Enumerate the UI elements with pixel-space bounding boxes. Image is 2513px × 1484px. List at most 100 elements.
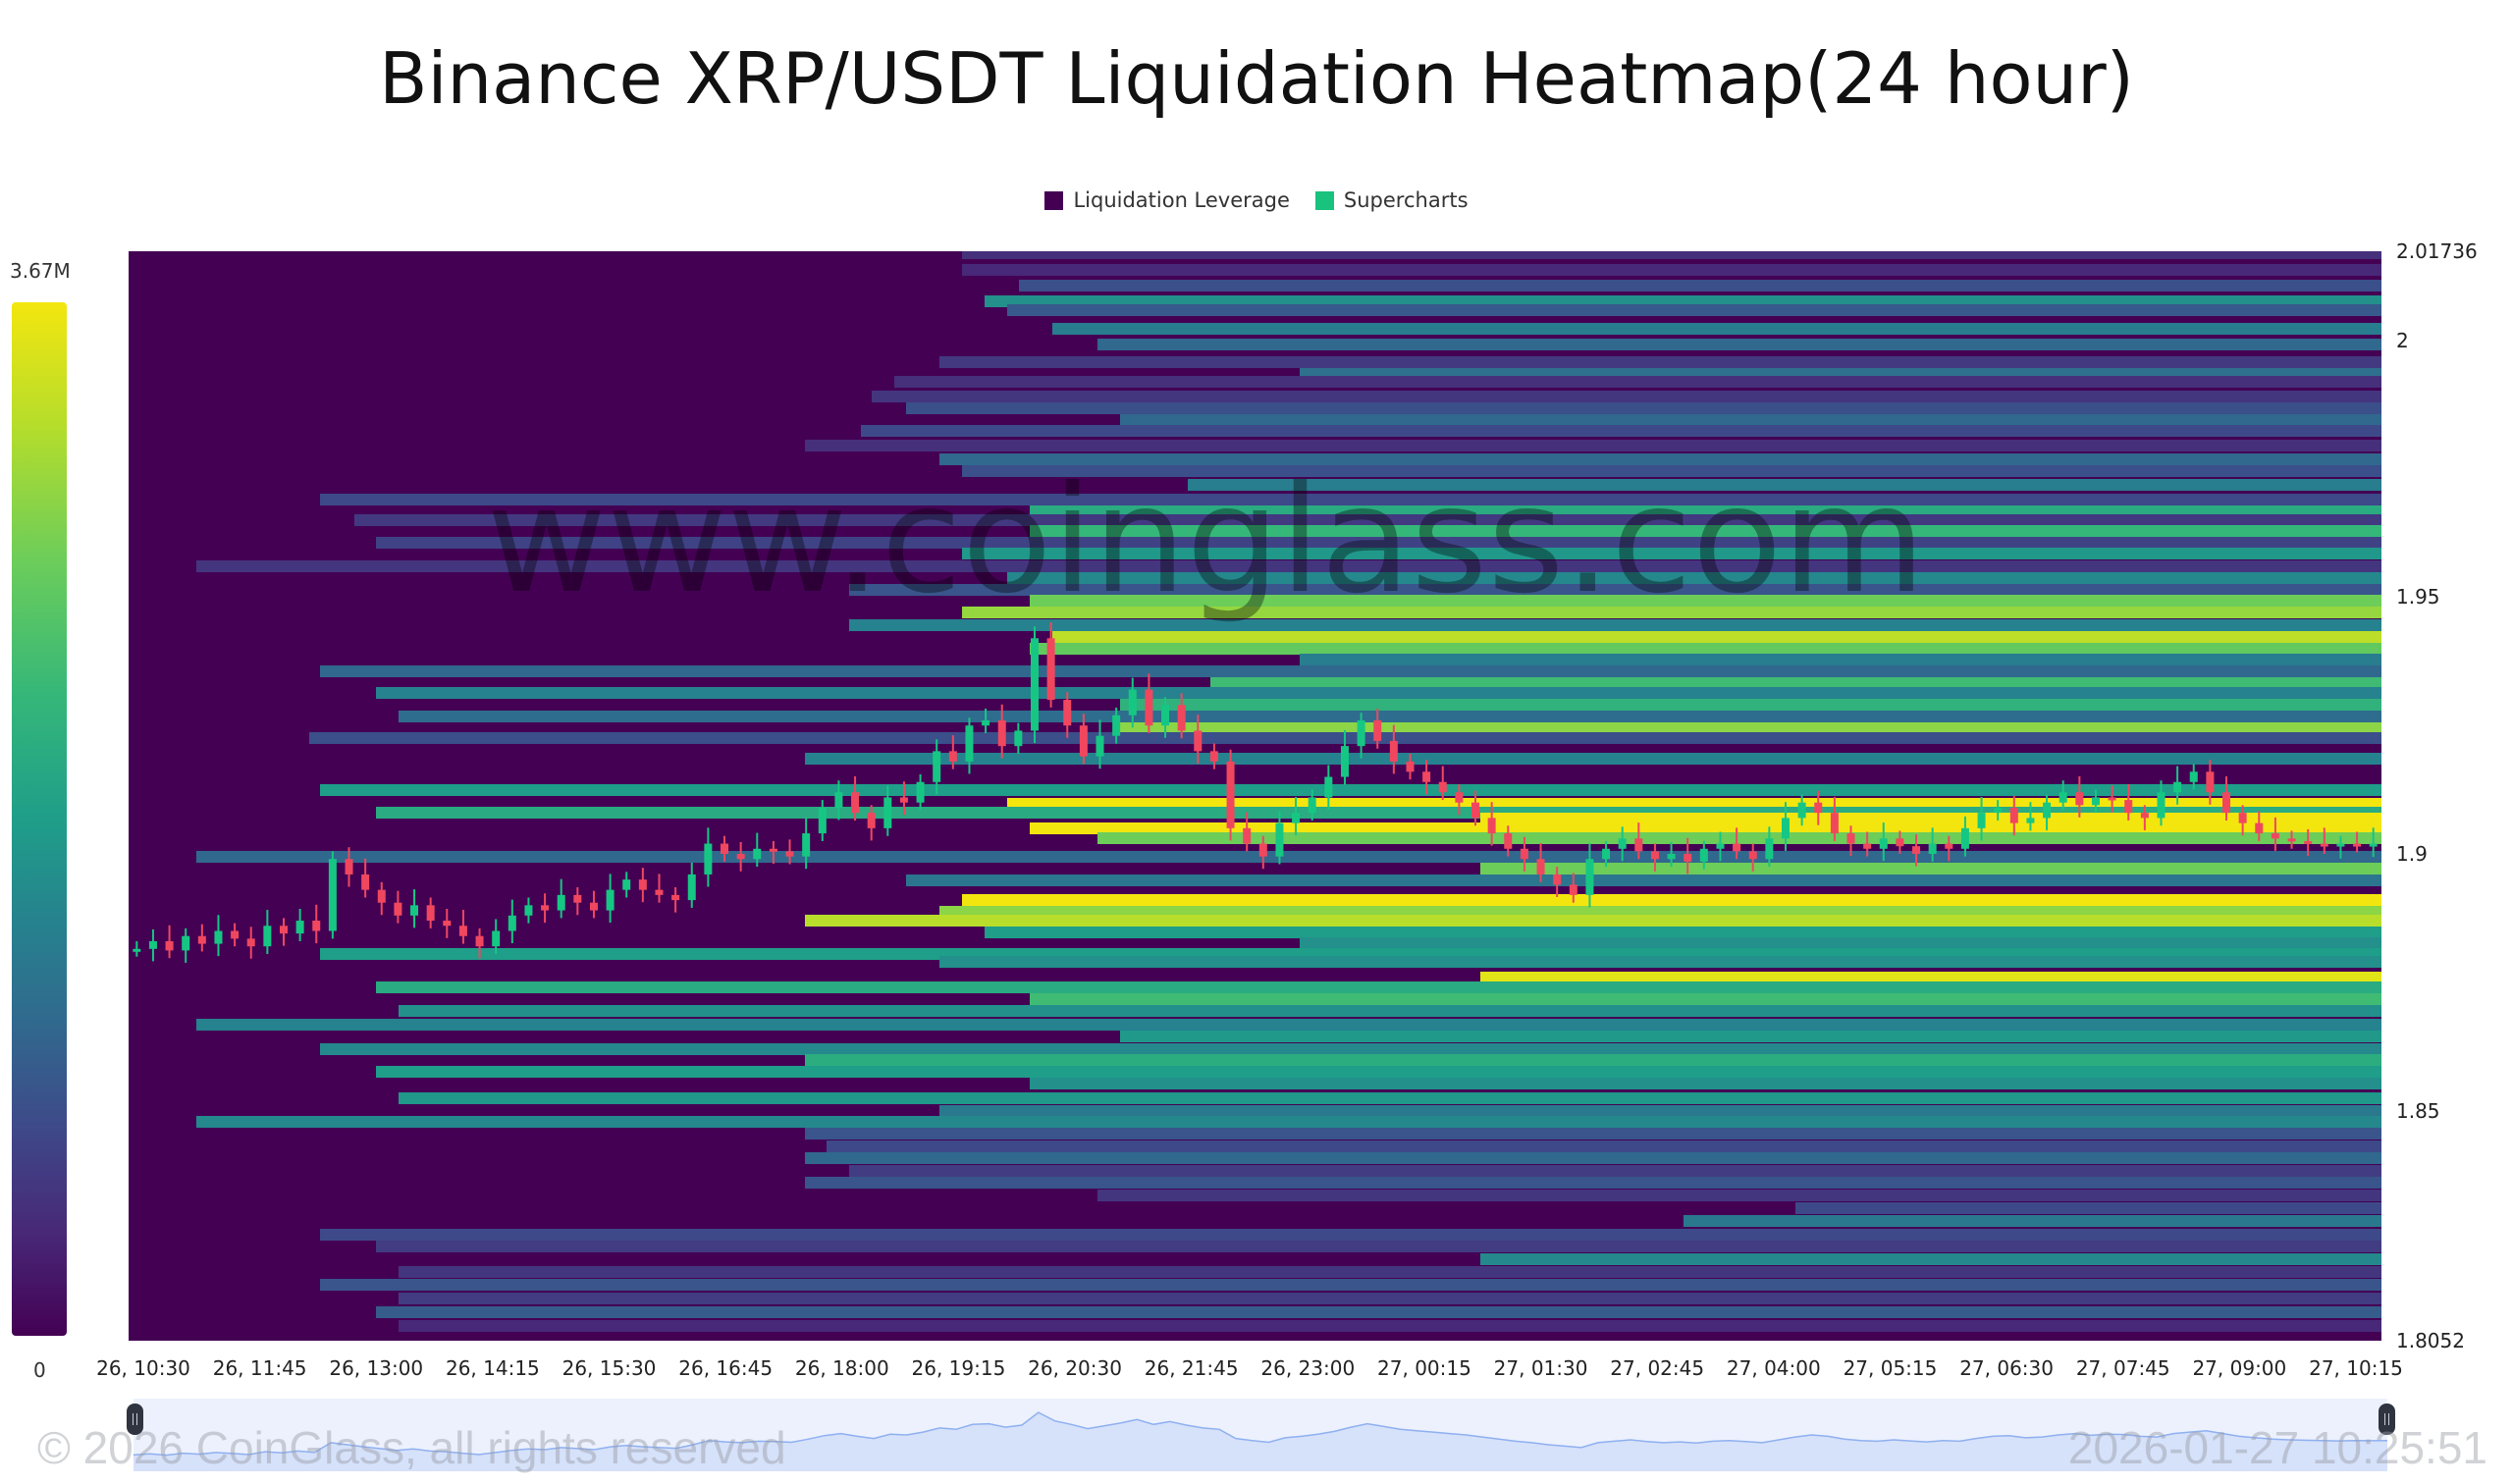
liquidation-band — [905, 874, 2381, 887]
liquidation-band — [320, 1229, 2381, 1242]
heatmap-plot-area[interactable]: www.coinglass.com — [129, 251, 2381, 1341]
liquidation-band — [1030, 642, 2381, 655]
x-axis-tick-label: 26, 10:30 — [96, 1356, 190, 1380]
liquidation-band — [195, 850, 2381, 863]
liquidation-band — [939, 905, 2381, 918]
liquidation-band — [985, 295, 2381, 308]
x-axis-tick-label: 27, 04:00 — [1726, 1356, 1821, 1380]
liquidation-band — [1119, 721, 2381, 734]
timestamp-text: 2026-01-27 10:25:51 — [2067, 1422, 2487, 1473]
liquidation-band — [1030, 595, 2381, 608]
x-axis-tick-label: 26, 11:45 — [212, 1356, 307, 1380]
legend-label: Supercharts — [1343, 188, 1469, 212]
liquidation-band — [804, 915, 2381, 928]
y-axis-tick-label: 2 — [2396, 328, 2409, 352]
liquidation-band — [804, 1054, 2381, 1067]
liquidation-band — [1209, 676, 2381, 689]
x-axis-tick-label: 26, 15:30 — [561, 1356, 657, 1380]
liquidation-band — [1007, 304, 2381, 317]
legend-item-liquidation-leverage[interactable]: Liquidation Leverage — [1044, 188, 1290, 212]
candlestick-series — [133, 622, 2378, 963]
x-axis-tick-label: 26, 18:00 — [794, 1356, 889, 1380]
liquidation-band — [399, 1292, 2381, 1304]
liquidation-band — [1096, 832, 2381, 845]
liquidation-band — [804, 1151, 2381, 1164]
legend-swatch-icon — [1044, 190, 1064, 210]
navigator-right-handle[interactable] — [2379, 1404, 2395, 1435]
x-axis-tick-label: 26, 19:15 — [911, 1356, 1006, 1380]
liquidation-band — [894, 375, 2381, 388]
liquidation-band — [1480, 813, 2381, 825]
liquidation-band — [376, 1241, 2381, 1253]
liquidation-band — [376, 981, 2381, 994]
legend-label: Liquidation Leverage — [1073, 188, 1290, 212]
liquidation-band — [1480, 971, 2381, 983]
x-axis-tick-label: 27, 00:15 — [1377, 1356, 1471, 1380]
liquidation-band — [195, 1116, 2381, 1129]
x-axis-tick-label: 27, 05:15 — [1843, 1356, 1938, 1380]
y-axis-tick-label: 1.8052 — [2396, 1329, 2465, 1352]
liquidation-band — [1119, 699, 2381, 712]
liquidation-band — [320, 665, 2381, 678]
legend-item-supercharts[interactable]: Supercharts — [1314, 188, 1469, 212]
liquidation-band — [939, 453, 2381, 466]
liquidation-band — [1030, 525, 2381, 538]
liquidation-band — [1007, 571, 2381, 584]
liquidation-band — [804, 440, 2381, 452]
liquidation-band — [962, 894, 2381, 907]
liquidation-band — [872, 391, 2381, 403]
x-axis-tick-label: 27, 02:45 — [1610, 1356, 1705, 1380]
x-axis-tick-label: 26, 13:00 — [329, 1356, 424, 1380]
liquidation-band — [939, 955, 2381, 968]
liquidation-band — [399, 1266, 2381, 1279]
x-axis-tick-label: 27, 09:00 — [2192, 1356, 2287, 1380]
liquidation-band — [939, 1104, 2381, 1117]
liquidation-band — [320, 1279, 2381, 1292]
y-axis-tick-label: 1.85 — [2396, 1098, 2440, 1123]
navigator-series — [134, 1411, 2387, 1471]
liquidation-band — [860, 425, 2381, 438]
liquidation-band — [962, 465, 2381, 478]
y-axis-tick-label: 1.95 — [2396, 585, 2440, 610]
x-axis-tick-label: 26, 14:15 — [445, 1356, 540, 1380]
liquidation-band — [320, 1042, 2381, 1055]
liquidation-band — [353, 513, 2381, 526]
liquidation-band — [399, 1320, 2381, 1333]
colorbar-min-label: 0 — [33, 1358, 46, 1382]
liquidation-band — [962, 607, 2381, 619]
x-axis-tick-label: 27, 07:45 — [2075, 1356, 2170, 1380]
liquidation-band — [1300, 654, 2381, 666]
colorbar[interactable] — [12, 302, 67, 1336]
liquidation-band — [376, 1066, 2381, 1079]
liquidation-band — [962, 251, 2381, 260]
liquidation-band — [376, 687, 2381, 700]
x-axis-tick-label: 26, 20:30 — [1028, 1356, 1122, 1380]
copyright-text: © 2026 CoinGlass, all rights reserved — [37, 1422, 786, 1473]
liquidation-band — [962, 547, 2381, 559]
liquidation-band — [1051, 630, 2381, 643]
liquidation-band — [1795, 1202, 2381, 1215]
liquidation-band — [399, 710, 2381, 722]
liquidation-band — [827, 1140, 2381, 1153]
liquidation-band — [1683, 1215, 2381, 1228]
liquidation-band — [1187, 479, 2381, 492]
liquidation-band — [1119, 1030, 2381, 1042]
navigator-left-handle[interactable] — [127, 1404, 143, 1435]
liquidation-band — [376, 1305, 2381, 1318]
liquidation-band — [939, 355, 2381, 368]
liquidation-band — [195, 560, 2381, 573]
navigator[interactable] — [134, 1399, 2387, 1471]
legend-swatch-icon — [1314, 190, 1334, 210]
liquidation-band — [1030, 504, 2381, 517]
liquidation-band — [905, 401, 2381, 414]
liquidation-band — [399, 1004, 2381, 1017]
grip-icon — [133, 1413, 137, 1425]
liquidation-band — [1007, 797, 2381, 810]
x-axis-tick-label: 26, 23:00 — [1260, 1356, 1356, 1380]
liquidation-band — [1480, 862, 2381, 874]
liquidation-band — [962, 263, 2381, 276]
liquidation-band — [195, 1018, 2381, 1031]
chart-title: Binance XRP/USDT Liquidation Heatmap(24 … — [379, 37, 2134, 120]
grip-icon — [2384, 1413, 2389, 1425]
liquidation-band — [849, 619, 2381, 632]
